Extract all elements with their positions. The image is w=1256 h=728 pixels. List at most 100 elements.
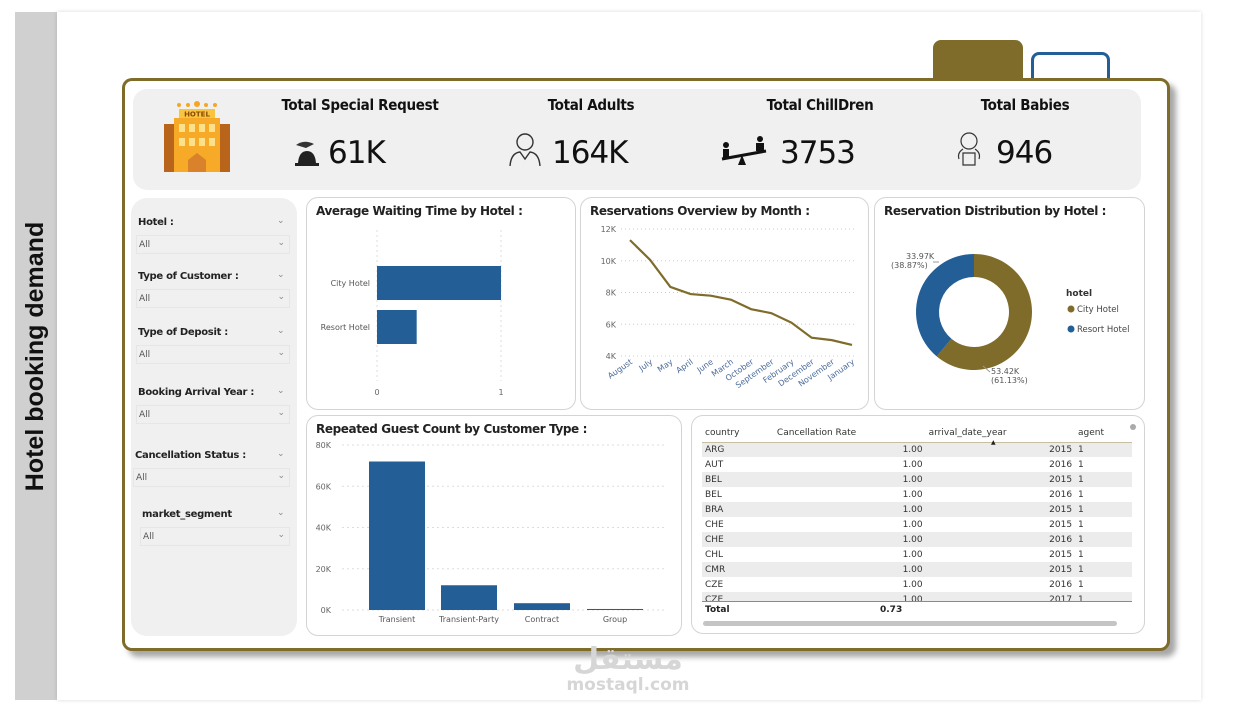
collapse-chevron-icon[interactable]: ⌄ <box>277 326 285 336</box>
kpi-label-children: Total ChillDren <box>766 96 874 114</box>
mostaql-watermark: مستقل mostaql.com <box>548 642 708 696</box>
table-cell: 1.00 <box>902 519 923 530</box>
table-cell: 2016 <box>1049 579 1073 590</box>
chart-title: Reservations Overview by Month : <box>590 204 810 218</box>
y-tick-label: 10K <box>601 257 617 266</box>
table-cell: 2016 <box>1049 489 1073 500</box>
slicer-dropdown[interactable]: All ⌄ <box>133 468 290 487</box>
y-tick-label: 80K <box>316 441 332 450</box>
collapse-chevron-icon[interactable]: ⌄ <box>277 270 285 280</box>
chevron-down-icon: ⌄ <box>277 408 285 418</box>
page-tab[interactable] <box>1031 52 1110 82</box>
avg-waiting-time-card: Average Waiting Time by Hotel : 0 1 City H… <box>306 197 576 410</box>
category-label: Resort Hotel <box>321 323 370 332</box>
slicer-value: All <box>139 294 151 304</box>
data-label: (38.87%) <box>891 261 928 270</box>
bar <box>369 461 425 610</box>
column-header[interactable]: Cancellation Rate <box>773 424 926 443</box>
reservations-by-month-card: Reservations Overview by Month : 4K 6K 8K 1… <box>580 197 869 410</box>
bar <box>441 585 497 610</box>
table-cell: 1 <box>1075 562 1132 577</box>
bar <box>514 603 570 610</box>
kpi-value-children: 3753 <box>780 135 856 171</box>
table-cell: CHL <box>705 549 724 560</box>
filter-panel <box>131 198 297 636</box>
collapse-chevron-icon[interactable]: ⌄ <box>277 386 285 396</box>
cancellation-table: country Cancellation Rate arrival_date_yea… <box>702 424 1132 607</box>
kpi-value-special-request: 61K <box>328 135 386 171</box>
total-value: 0.73 <box>880 605 903 615</box>
slicer-value: All <box>143 532 155 542</box>
slicer-dropdown[interactable]: All ⌄ <box>136 345 290 364</box>
table-cell: BEL <box>705 489 722 500</box>
collapse-chevron-icon[interactable]: ⌄ <box>277 508 285 518</box>
kpi-band <box>133 89 1141 190</box>
slicer-value: All <box>139 410 151 420</box>
table-cell: 1 <box>1075 502 1132 517</box>
y-tick-label: 0K <box>321 606 332 615</box>
page-title: Hotel booking demand <box>15 12 57 700</box>
slicer-label: Type of Deposit : <box>138 327 228 338</box>
table-cell: 1 <box>1075 532 1132 547</box>
scroll-dot[interactable] <box>1130 424 1136 430</box>
legend-marker <box>1067 305 1075 313</box>
slicer-value: All <box>136 473 148 483</box>
chart-title: Average Waiting Time by Hotel : <box>316 204 523 218</box>
side-strip <box>15 12 57 700</box>
table-cell: 2015 <box>925 472 1076 487</box>
table-cell: 1 <box>1078 489 1084 500</box>
avg-waiting-time-chart: 0 1 City Hotel Resort Hotel <box>321 230 504 397</box>
x-tick-label: 0 <box>374 388 379 397</box>
cancellation-table-card: country Cancellation Rate arrival_date_yea… <box>691 415 1145 634</box>
chevron-down-icon: ⌄ <box>277 292 285 302</box>
table-row: ARG 1.00 2015 1 <box>702 442 1132 457</box>
table-cell: 2016 <box>925 532 1076 547</box>
collapse-chevron-icon[interactable]: ⌄ <box>277 216 285 226</box>
slicer-label: Type of Customer : <box>138 271 239 282</box>
sort-ascending-icon[interactable]: ▲ <box>991 439 996 446</box>
chevron-down-icon: ⌄ <box>277 238 285 248</box>
page-title-text: Hotel booking demand <box>21 221 50 491</box>
slicer-label: market_segment <box>142 509 232 520</box>
slicer-dropdown[interactable]: All ⌄ <box>136 289 290 308</box>
slicer-dropdown[interactable]: All ⌄ <box>140 527 290 546</box>
repeated-guest-bar-chart: 0K 20K 40K 60K 80K Transient Transient-Party Co… <box>316 441 667 624</box>
x-tick-label: May <box>656 357 675 374</box>
chevron-down-icon: ⌄ <box>277 471 285 481</box>
table-cell: 1.00 <box>902 489 923 500</box>
collapse-chevron-icon[interactable]: ⌄ <box>277 449 285 459</box>
x-tick-label: July <box>637 357 655 373</box>
table-row: BRA 1.00 2015 1 <box>702 502 1132 517</box>
y-tick-label: 60K <box>316 482 332 491</box>
chart-title: Repeated Guest Count by Customer Type : <box>316 422 587 436</box>
table-cell: 1.00 <box>773 532 926 547</box>
watermark-arabic: مستقل <box>573 642 683 677</box>
table-row: BEL 1.00 2016 1 <box>702 487 1132 502</box>
table-row: CMR 1.00 2015 1 <box>702 562 1132 577</box>
slicer-dropdown[interactable]: All ⌄ <box>136 235 290 254</box>
category-label: Group <box>603 615 627 624</box>
table-cell: BEL <box>702 472 774 487</box>
category-label: Contract <box>525 615 559 624</box>
page-tab-active[interactable] <box>933 40 1023 82</box>
slicer-dropdown[interactable]: All ⌄ <box>136 405 290 424</box>
table-cell: 2015 <box>925 442 1076 457</box>
y-tick-label: 8K <box>606 289 617 298</box>
table-cell: 2015 <box>1049 549 1073 560</box>
column-header[interactable]: country <box>702 424 774 443</box>
y-tick-label: 4K <box>606 352 617 361</box>
chart-title: Reservation Distribution by Hotel : <box>884 204 1107 218</box>
table-cell: 1 <box>1078 519 1084 530</box>
column-header[interactable]: agent <box>1075 424 1132 443</box>
horizontal-scrollbar[interactable] <box>703 621 1117 626</box>
column-header[interactable]: arrival_date_year <box>925 424 1076 443</box>
donut-slice <box>936 254 1032 370</box>
x-tick-label: April <box>675 357 695 375</box>
reservation-donut-chart: 33.97K(38.87%) 53.42K(61.13%) hotel City Ho… <box>891 252 1129 385</box>
donut-slice <box>916 254 974 357</box>
bar <box>377 310 417 344</box>
table-cell: 1 <box>1075 442 1132 457</box>
table-cell: 1.00 <box>902 459 923 470</box>
svg-text:HOTEL: HOTEL <box>184 111 210 119</box>
category-label: City Hotel <box>331 279 370 288</box>
